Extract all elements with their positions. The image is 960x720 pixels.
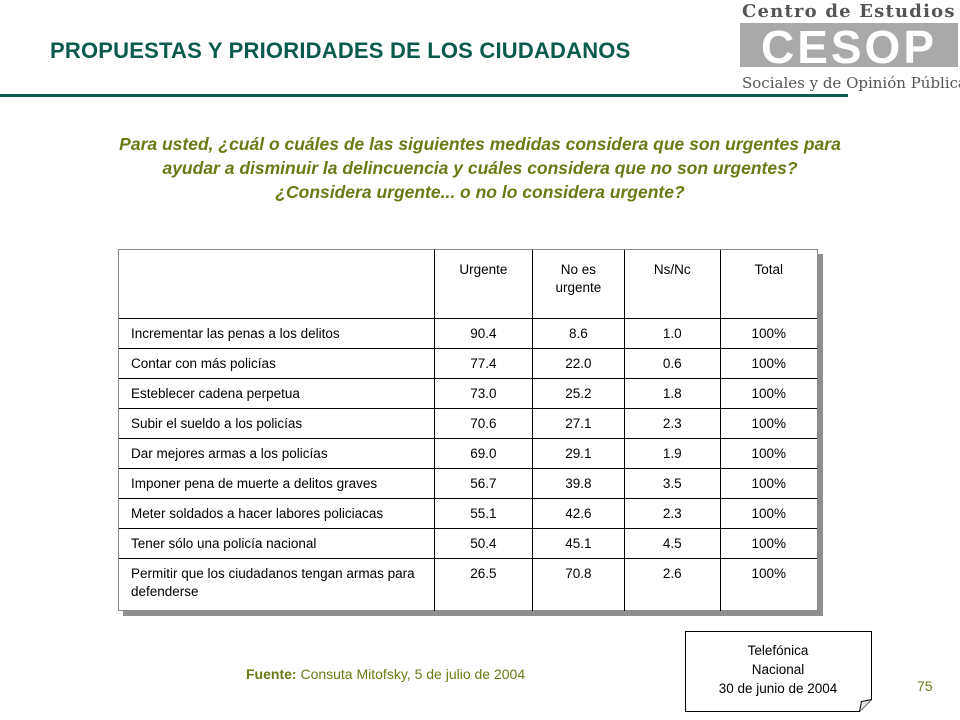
- cell-nsnc: 3.5: [624, 468, 721, 499]
- cell-total: 100%: [720, 408, 817, 439]
- row-label: Meter soldados a hacer labores policiaca…: [119, 498, 436, 529]
- cell-no-urgente: 27.1: [532, 408, 626, 439]
- row-label: Tener sólo una policía nacional: [119, 528, 436, 559]
- note-line-1: Telefónica: [747, 643, 809, 658]
- cell-no-urgente: 39.8: [532, 468, 626, 499]
- table-header-row: Urgente No es urgente Ns/Nc Total: [119, 250, 817, 319]
- page-title: PROPUESTAS Y PRIORIDADES DE LOS CIUDADAN…: [50, 38, 631, 63]
- cell-total: 100%: [720, 438, 817, 469]
- logo-bottom-text: Sociales y de Opinión Pública: [742, 74, 960, 92]
- question-line-2: ayudar a disminuir la delincuencia y cuá…: [162, 158, 798, 178]
- cell-urgente: 69.0: [434, 438, 533, 469]
- title-divider: [0, 94, 848, 97]
- row-label: Imponer pena de muerte a delitos graves: [119, 468, 436, 499]
- table-row: Dar mejores armas a los policías 69.0 29…: [119, 438, 817, 469]
- header-nsnc: Ns/Nc: [624, 250, 721, 319]
- cell-urgente: 26.5: [434, 558, 533, 611]
- table-row: Permitir que los ciudadanos tengan armas…: [119, 558, 817, 611]
- row-label: Dar mejores armas a los policías: [119, 438, 436, 469]
- cell-urgente: 55.1: [434, 498, 533, 529]
- cesop-logo: Centro de Estudios CESOP Sociales y de O…: [738, 0, 960, 96]
- cell-nsnc: 4.5: [624, 528, 721, 559]
- results-table: Urgente No es urgente Ns/Nc Total Increm…: [119, 250, 817, 611]
- cell-no-urgente: 29.1: [532, 438, 626, 469]
- cell-no-urgente: 45.1: [532, 528, 626, 559]
- cell-nsnc: 1.0: [624, 318, 721, 349]
- cell-nsnc: 2.3: [624, 498, 721, 529]
- cell-urgente: 73.0: [434, 378, 533, 409]
- cell-total: 100%: [720, 468, 817, 499]
- row-label: Subir el sueldo a los policías: [119, 408, 436, 439]
- header-no-urgente-label: No es urgente: [555, 262, 602, 295]
- header-measure: [119, 250, 436, 319]
- question-line-1: Para usted, ¿cuál o cuáles de las siguie…: [119, 134, 841, 154]
- row-label: Permitir que los ciudadanos tengan armas…: [119, 558, 436, 611]
- cell-urgente: 50.4: [434, 528, 533, 559]
- table-row: Contar con más policías 77.4 22.0 0.6 10…: [119, 348, 817, 379]
- cell-total: 100%: [720, 528, 817, 559]
- note-line-3: 30 de junio de 2004: [718, 681, 838, 696]
- row-label: Contar con más policías: [119, 348, 436, 379]
- cell-no-urgente: 42.6: [532, 498, 626, 529]
- logo-mark: CESOP: [761, 21, 937, 73]
- cell-no-urgente: 25.2: [532, 378, 626, 409]
- cell-no-urgente: 22.0: [532, 348, 626, 379]
- question-line-3: ¿Considera urgente... o no lo considera …: [275, 182, 685, 202]
- table-row: Imponer pena de muerte a delitos graves …: [119, 468, 817, 499]
- header-no-urgente: No es urgente: [532, 250, 626, 319]
- cell-no-urgente: 70.8: [532, 558, 626, 611]
- source-text: Consuta Mitofsky, 5 de julio de 2004: [296, 666, 526, 682]
- row-label: Incrementar las penas a los delitos: [119, 318, 436, 349]
- table-row: Subir el sueldo a los policías 70.6 27.1…: [119, 408, 817, 439]
- row-label: Esteblecer cadena perpetua: [119, 378, 436, 409]
- source-note: Fuente: Consuta Mitofsky, 5 de julio de …: [246, 666, 525, 682]
- cell-nsnc: 2.3: [624, 408, 721, 439]
- cell-nsnc: 1.8: [624, 378, 721, 409]
- logo-top-text: Centro de Estudios: [742, 1, 956, 22]
- cell-total: 100%: [720, 378, 817, 409]
- note-frame-icon: [685, 631, 872, 712]
- survey-method-note: Telefónica Nacional 30 de junio de 2004: [685, 631, 873, 713]
- cell-nsnc: 2.6: [624, 558, 721, 611]
- cell-no-urgente: 8.6: [532, 318, 626, 349]
- table-row: Meter soldados a hacer labores policiaca…: [119, 498, 817, 529]
- results-table-panel: Urgente No es urgente Ns/Nc Total Increm…: [118, 249, 818, 611]
- cell-total: 100%: [720, 318, 817, 349]
- note-line-2: Nacional: [751, 662, 805, 677]
- cell-urgente: 90.4: [434, 318, 533, 349]
- page-number: 75: [917, 678, 933, 694]
- survey-question: Para usted, ¿cuál o cuáles de las siguie…: [28, 132, 932, 204]
- table-row: Esteblecer cadena perpetua 73.0 25.2 1.8…: [119, 378, 817, 409]
- cell-total: 100%: [720, 348, 817, 379]
- table-row: Tener sólo una policía nacional 50.4 45.…: [119, 528, 817, 559]
- cell-nsnc: 0.6: [624, 348, 721, 379]
- header-urgente: Urgente: [434, 250, 533, 319]
- cell-urgente: 70.6: [434, 408, 533, 439]
- cell-urgente: 77.4: [434, 348, 533, 379]
- source-label: Fuente:: [246, 666, 297, 682]
- header-total: Total: [720, 250, 817, 319]
- cell-total: 100%: [751, 566, 787, 581]
- table-row: Incrementar las penas a los delitos 90.4…: [119, 318, 817, 349]
- cell-urgente: 56.7: [434, 468, 533, 499]
- cell-nsnc: 1.9: [624, 438, 721, 469]
- cell-total: 100%: [720, 498, 817, 529]
